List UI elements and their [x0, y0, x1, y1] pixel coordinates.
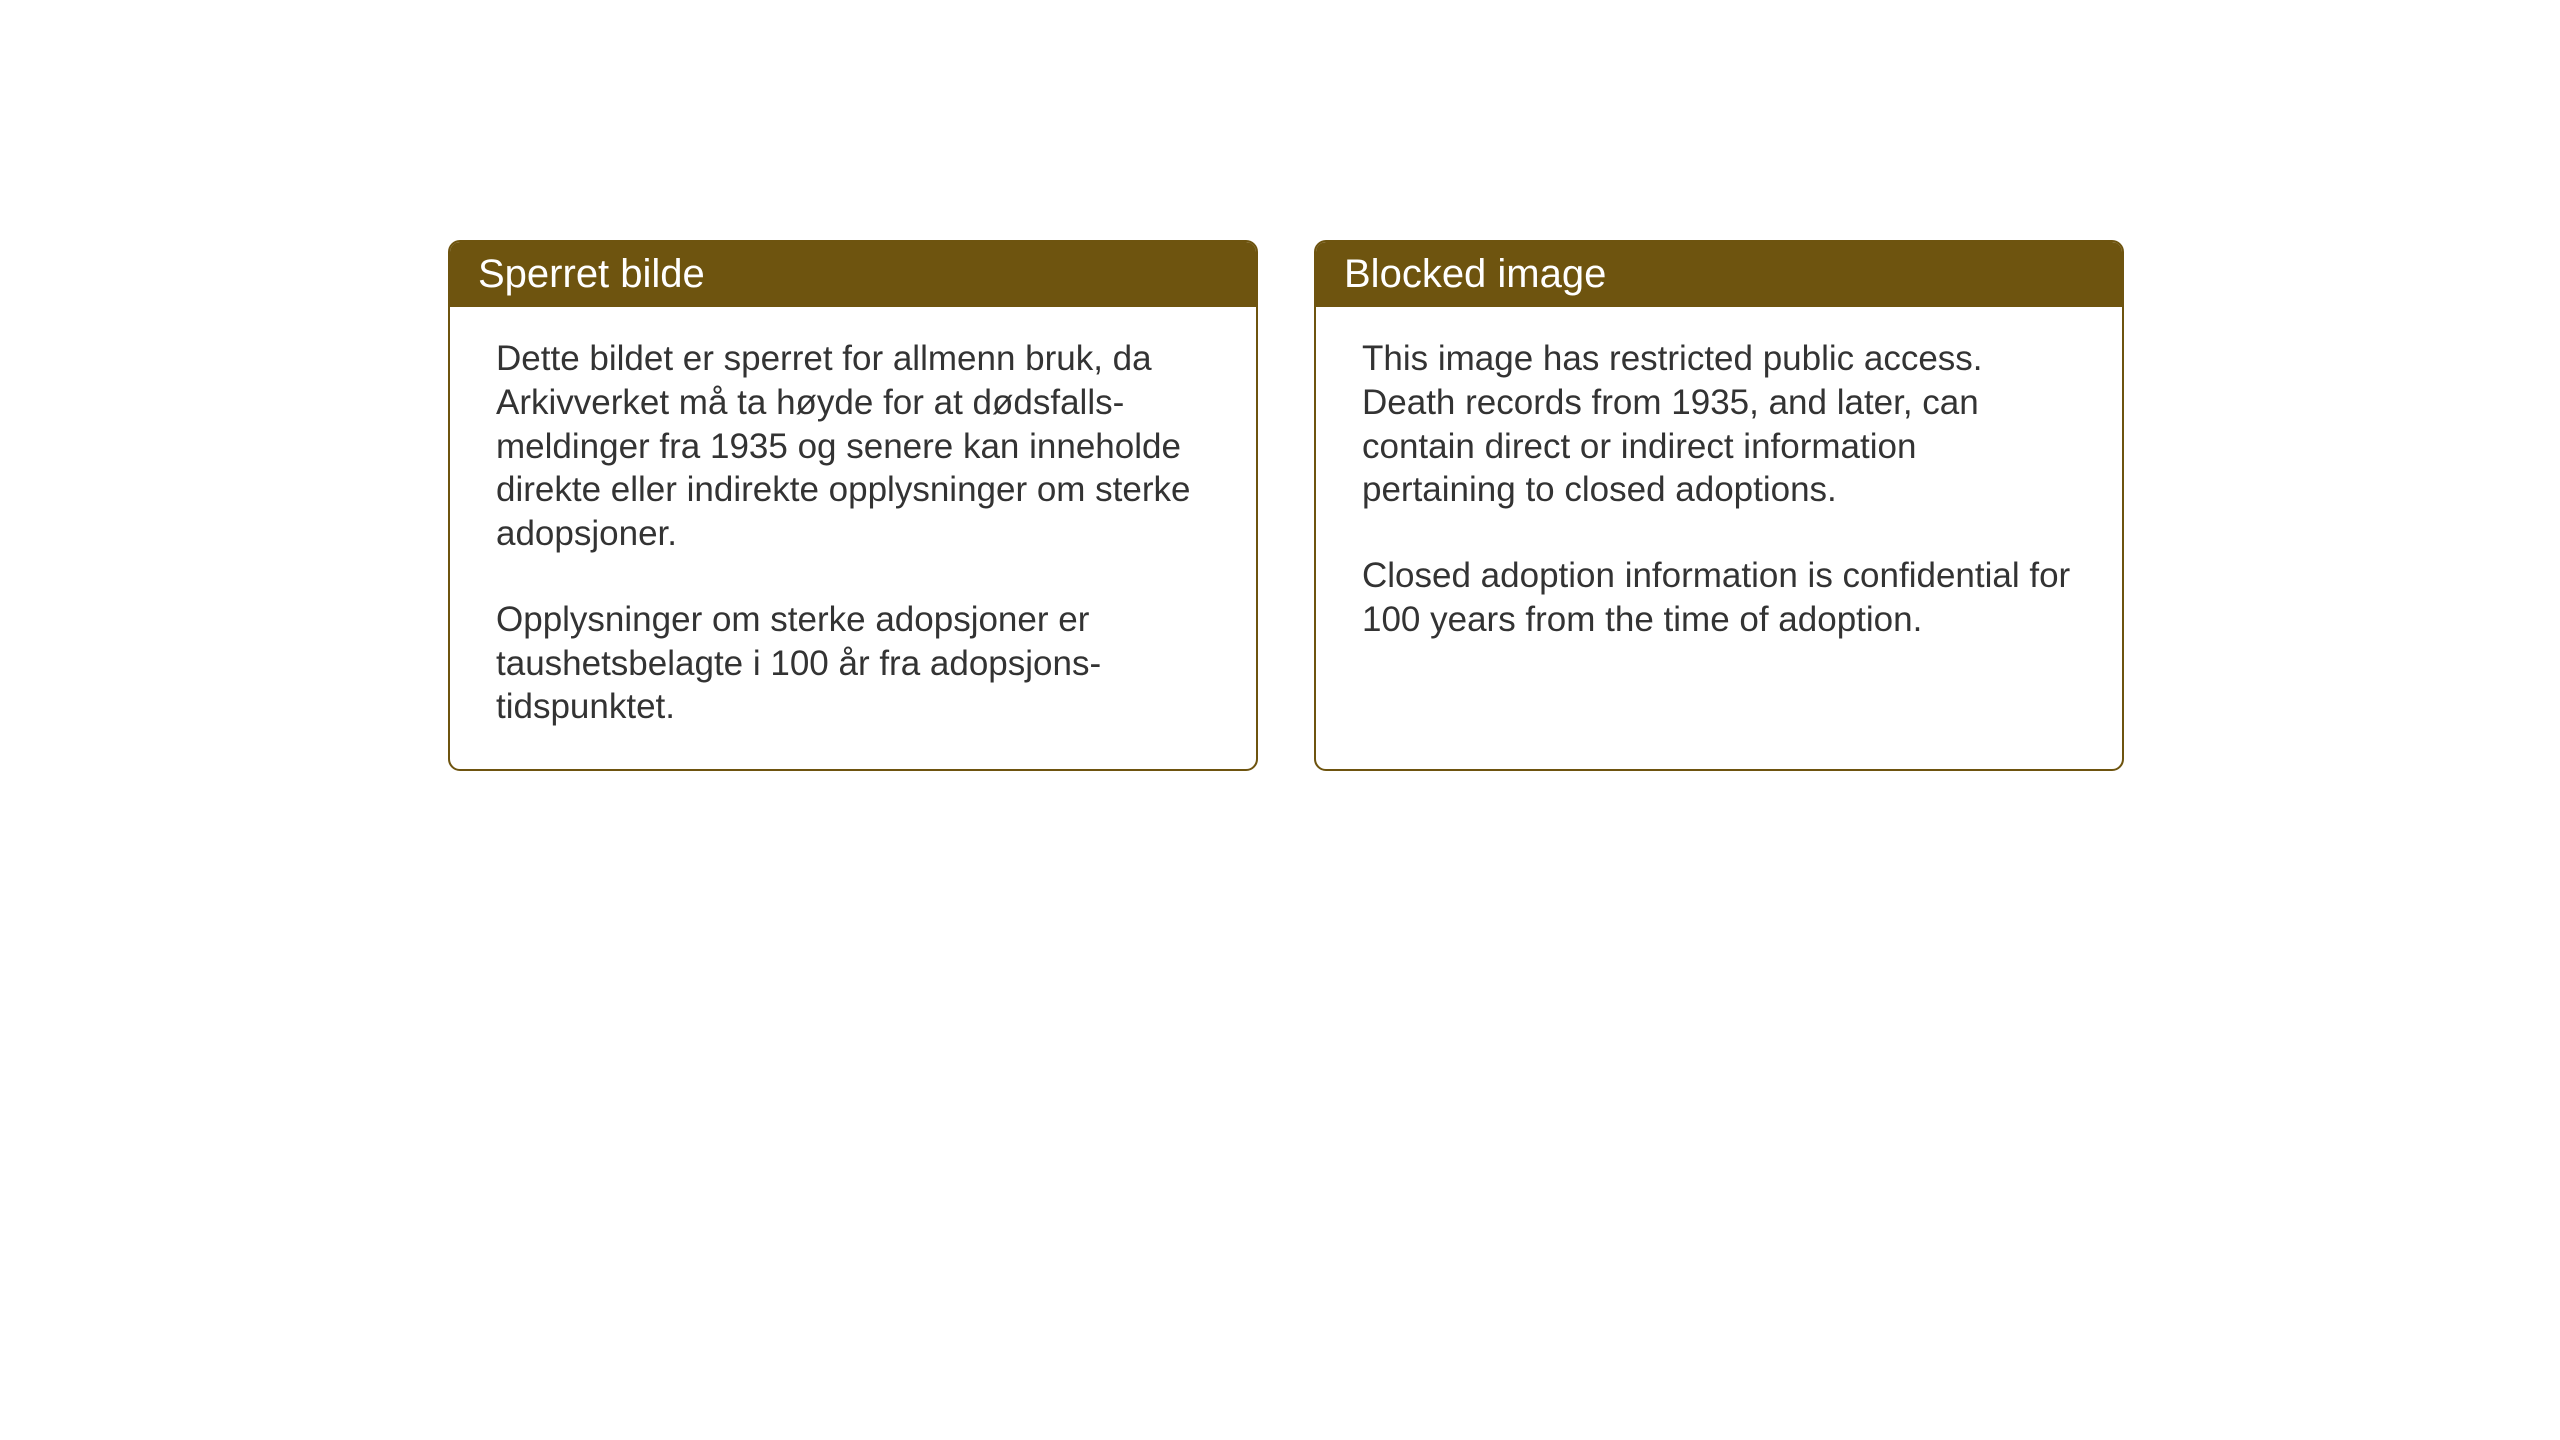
notice-body-norwegian: Dette bildet er sperret for allmenn bruk… — [450, 307, 1256, 769]
notice-paragraph-1-english: This image has restricted public access.… — [1362, 337, 2076, 512]
notice-header-norwegian: Sperret bilde — [450, 242, 1256, 307]
notice-container: Sperret bilde Dette bildet er sperret fo… — [448, 240, 2124, 771]
notice-card-english: Blocked image This image has restricted … — [1314, 240, 2124, 771]
notice-paragraph-2-english: Closed adoption information is confident… — [1362, 554, 2076, 642]
notice-header-english: Blocked image — [1316, 242, 2122, 307]
notice-title-norwegian: Sperret bilde — [478, 252, 705, 296]
notice-card-norwegian: Sperret bilde Dette bildet er sperret fo… — [448, 240, 1258, 771]
notice-paragraph-2-norwegian: Opplysninger om sterke adopsjoner er tau… — [496, 598, 1210, 729]
notice-paragraph-1-norwegian: Dette bildet er sperret for allmenn bruk… — [496, 337, 1210, 556]
notice-body-english: This image has restricted public access.… — [1316, 307, 2122, 682]
notice-title-english: Blocked image — [1344, 252, 1606, 296]
